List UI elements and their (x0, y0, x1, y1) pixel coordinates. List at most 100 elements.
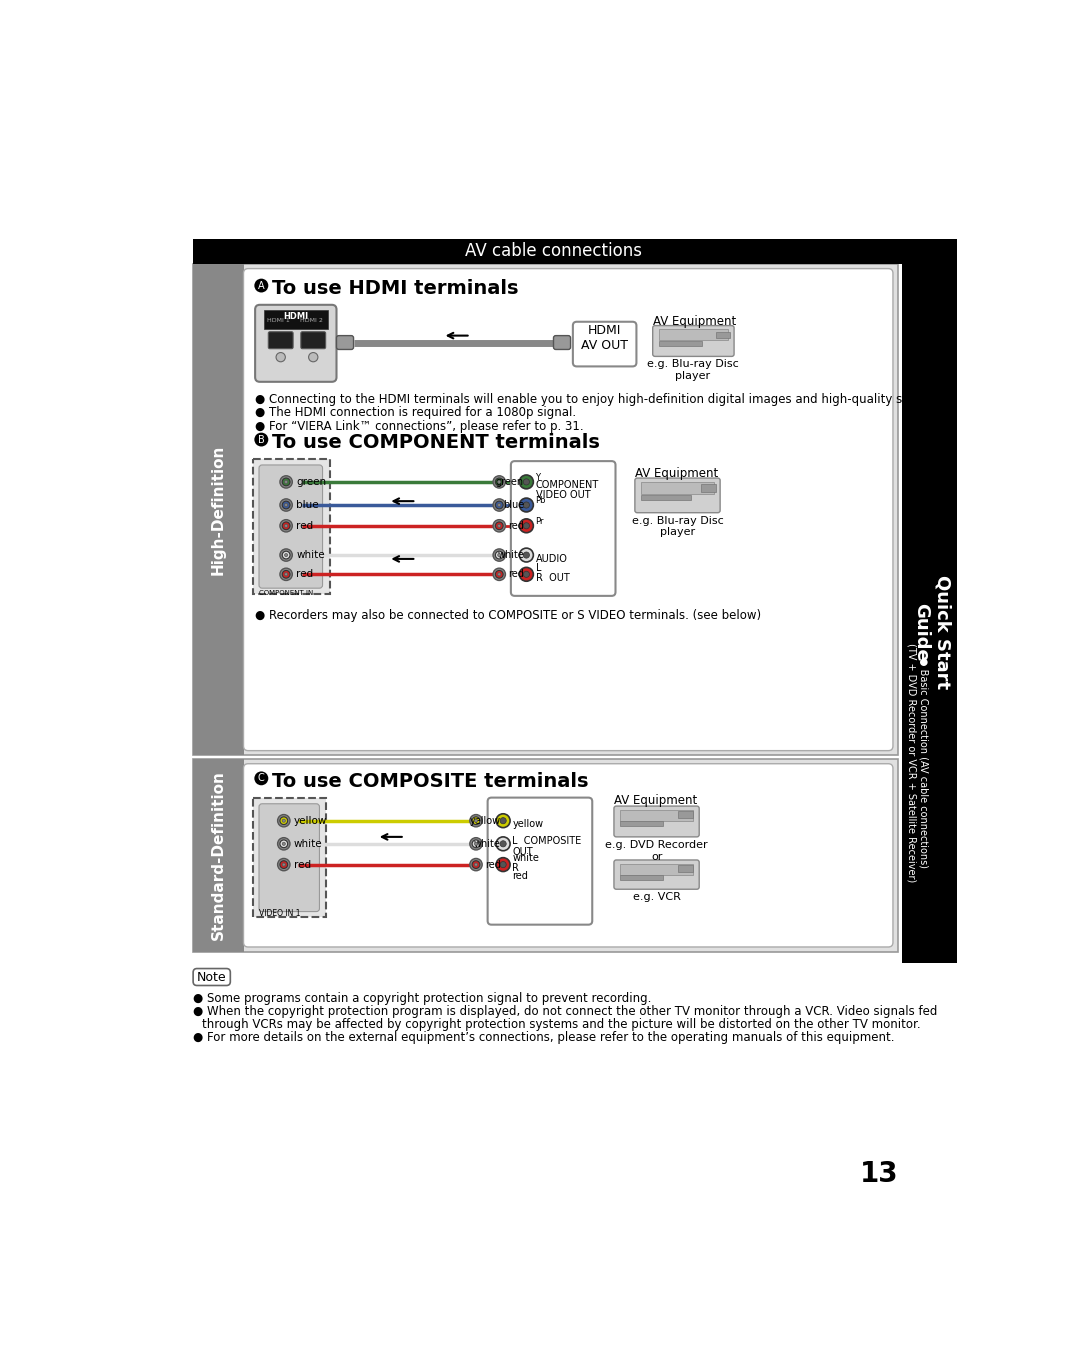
Text: A: A (258, 280, 265, 291)
Text: white: white (296, 551, 325, 560)
Text: ● Basic Connection (AV cable connections)
(TV + DVD Recorder or VCR + Satellite : ● Basic Connection (AV cable connections… (907, 643, 929, 882)
Text: white: white (497, 551, 524, 560)
Text: through VCRs may be affected by copyright protection systems and the picture wil: through VCRs may be affected by copyrigh… (202, 1017, 921, 1031)
Text: COMPONENT: COMPONENT (536, 480, 599, 490)
FancyBboxPatch shape (255, 304, 337, 382)
FancyBboxPatch shape (253, 459, 330, 594)
Text: AUDIO: AUDIO (536, 553, 568, 563)
FancyBboxPatch shape (193, 264, 899, 755)
Circle shape (498, 503, 501, 506)
Text: Y: Y (535, 472, 540, 482)
Text: Standard-Definition: Standard-Definition (211, 770, 226, 940)
Circle shape (472, 817, 480, 824)
Circle shape (519, 475, 534, 488)
FancyBboxPatch shape (613, 861, 699, 889)
FancyBboxPatch shape (259, 465, 323, 589)
Text: OUT: OUT (512, 847, 534, 856)
Text: VIDEO OUT: VIDEO OUT (536, 490, 591, 499)
Circle shape (255, 279, 268, 292)
Circle shape (494, 568, 505, 580)
Text: red: red (509, 570, 524, 579)
FancyBboxPatch shape (902, 239, 957, 963)
Text: yellow: yellow (294, 816, 327, 825)
Circle shape (474, 863, 477, 866)
FancyBboxPatch shape (265, 310, 328, 329)
FancyBboxPatch shape (243, 269, 893, 751)
Text: white: white (474, 839, 501, 848)
FancyBboxPatch shape (268, 331, 293, 349)
FancyBboxPatch shape (511, 461, 616, 595)
Circle shape (496, 813, 510, 828)
Circle shape (284, 480, 287, 483)
Text: yellow: yellow (470, 816, 501, 825)
Text: COMPONENT IN: COMPONENT IN (259, 590, 313, 595)
Circle shape (519, 518, 534, 533)
Text: blue: blue (296, 501, 319, 510)
Circle shape (280, 861, 287, 869)
Circle shape (498, 524, 501, 528)
Circle shape (472, 861, 480, 869)
Text: 13: 13 (860, 1160, 899, 1188)
Text: AV Equipment: AV Equipment (652, 315, 735, 327)
Text: ● Connecting to the HDMI terminals will enable you to enjoy high-definition digi: ● Connecting to the HDMI terminals will … (255, 394, 935, 406)
Text: HDMI: HDMI (284, 311, 309, 321)
Text: e.g. VCR: e.g. VCR (633, 893, 680, 902)
Circle shape (496, 858, 510, 871)
Text: L: L (536, 563, 541, 572)
Text: red: red (509, 521, 524, 530)
FancyBboxPatch shape (253, 798, 326, 917)
FancyBboxPatch shape (554, 336, 570, 349)
Circle shape (280, 476, 293, 488)
Circle shape (280, 840, 287, 848)
Text: green: green (496, 476, 524, 487)
Text: green: green (296, 476, 326, 487)
FancyBboxPatch shape (572, 322, 636, 367)
FancyBboxPatch shape (642, 495, 691, 501)
Circle shape (524, 479, 529, 484)
FancyBboxPatch shape (716, 331, 730, 338)
Text: yellow: yellow (512, 819, 543, 829)
FancyBboxPatch shape (193, 264, 243, 755)
Circle shape (494, 476, 505, 488)
Circle shape (280, 568, 293, 580)
Text: ● Recorders may also be connected to COMPOSITE or S VIDEO terminals. (see below): ● Recorders may also be connected to COM… (255, 609, 761, 622)
Circle shape (282, 551, 291, 559)
Text: Pb: Pb (535, 495, 545, 505)
Text: red: red (294, 859, 311, 870)
Circle shape (284, 572, 287, 576)
Circle shape (282, 522, 291, 529)
FancyBboxPatch shape (677, 812, 693, 819)
Circle shape (309, 353, 318, 361)
Circle shape (278, 815, 291, 827)
Text: blue: blue (503, 501, 524, 510)
Circle shape (498, 553, 501, 556)
Text: High-Definition: High-Definition (211, 444, 226, 575)
Text: Note: Note (197, 971, 227, 984)
Circle shape (474, 843, 477, 846)
Text: red: red (485, 859, 501, 870)
Circle shape (519, 548, 534, 561)
Text: e.g. DVD Recorder: e.g. DVD Recorder (605, 840, 707, 850)
Circle shape (282, 819, 285, 823)
Text: HDMI 1: HDMI 1 (267, 318, 289, 323)
FancyBboxPatch shape (613, 806, 699, 838)
Circle shape (472, 840, 480, 848)
FancyBboxPatch shape (193, 969, 230, 985)
FancyBboxPatch shape (301, 331, 326, 349)
Circle shape (496, 522, 503, 529)
Circle shape (470, 838, 482, 850)
Circle shape (280, 499, 293, 511)
Circle shape (255, 433, 268, 446)
Circle shape (280, 549, 293, 561)
Circle shape (496, 838, 510, 851)
FancyBboxPatch shape (620, 810, 693, 821)
Text: Quick Start
Guide: Quick Start Guide (913, 575, 951, 689)
FancyBboxPatch shape (488, 798, 592, 924)
Text: C: C (258, 774, 265, 783)
Circle shape (496, 571, 503, 578)
Circle shape (282, 571, 291, 578)
Circle shape (498, 480, 501, 483)
Text: B: B (258, 434, 265, 445)
Text: VIDEO IN 1: VIDEO IN 1 (259, 909, 300, 919)
Circle shape (494, 520, 505, 532)
